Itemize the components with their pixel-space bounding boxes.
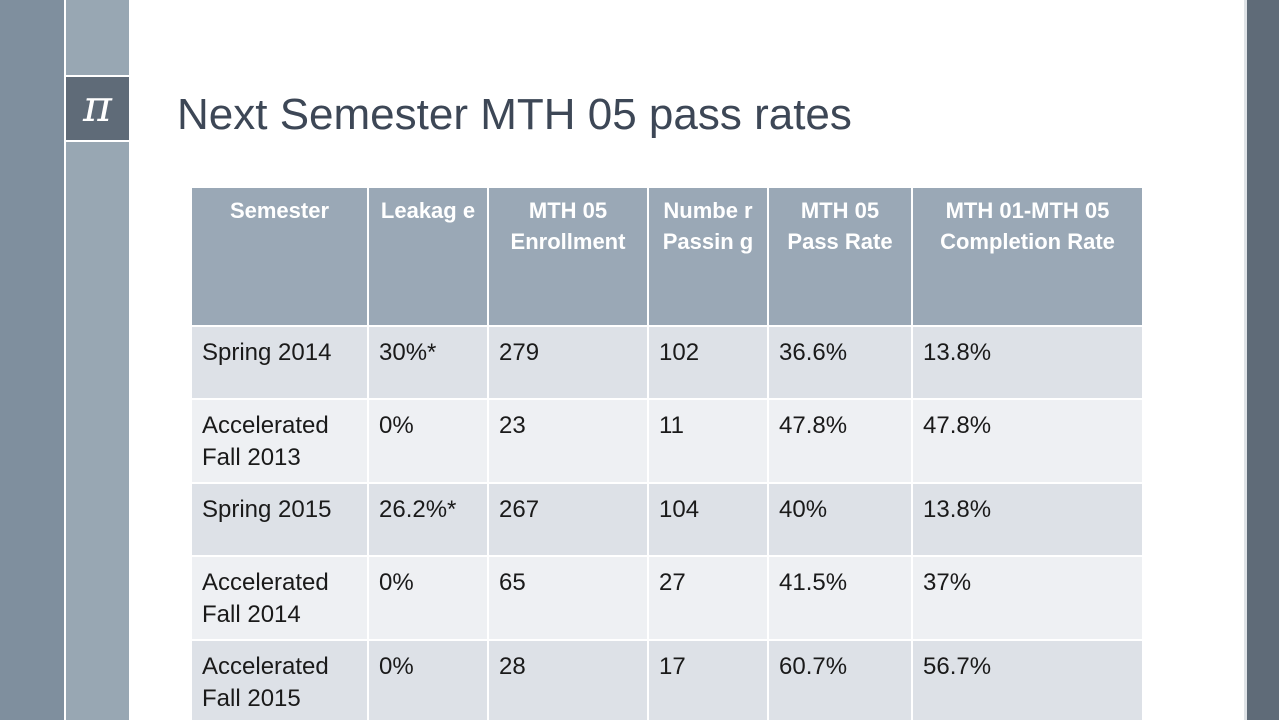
left-divider-line	[64, 0, 66, 720]
cell-leakage: 30%*	[368, 326, 489, 400]
cell-pass-rate: 60.7%	[768, 640, 913, 720]
right-divider-line	[1244, 0, 1247, 720]
cell-completion-rate: 13.8%	[912, 483, 1144, 557]
cell-semester: Spring 2015	[192, 483, 369, 557]
pi-icon: π	[64, 75, 131, 142]
cell-enrollment: 267	[488, 483, 649, 557]
header-number-passing: Numbe r Passin g	[648, 188, 769, 327]
cell-semester: Accelerated Fall 2015	[192, 640, 369, 720]
cell-number-passing: 17	[648, 640, 769, 720]
cell-pass-rate: 47.8%	[768, 399, 913, 484]
cell-number-passing: 102	[648, 326, 769, 400]
right-decorative-band	[1247, 0, 1279, 720]
header-leakage: Leakag e	[368, 188, 489, 327]
cell-enrollment: 23	[488, 399, 649, 484]
cell-completion-rate: 13.8%	[912, 326, 1144, 400]
header-semester: Semester	[192, 188, 369, 327]
table-row: Accelerated Fall 2015 0% 28 17 60.7% 56.…	[192, 640, 1144, 720]
header-completion-rate: MTH 01-MTH 05 Completion Rate	[912, 188, 1144, 327]
header-pass-rate: MTH 05 Pass Rate	[768, 188, 913, 327]
table-row: Spring 2014 30%* 279 102 36.6% 13.8%	[192, 326, 1144, 400]
cell-number-passing: 104	[648, 483, 769, 557]
pi-glyph: π	[83, 80, 112, 132]
cell-leakage: 0%	[368, 556, 489, 641]
cell-number-passing: 27	[648, 556, 769, 641]
table-row: Accelerated Fall 2014 0% 65 27 41.5% 37%	[192, 556, 1144, 641]
cell-pass-rate: 41.5%	[768, 556, 913, 641]
cell-completion-rate: 56.7%	[912, 640, 1144, 720]
table-row: Spring 2015 26.2%* 267 104 40% 13.8%	[192, 483, 1144, 557]
cell-semester: Spring 2014	[192, 326, 369, 400]
cell-semester: Accelerated Fall 2014	[192, 556, 369, 641]
table-header-row: Semester Leakag e MTH 05 Enrollment Numb…	[192, 188, 1144, 327]
cell-leakage: 0%	[368, 399, 489, 484]
cell-leakage: 26.2%*	[368, 483, 489, 557]
cell-enrollment: 65	[488, 556, 649, 641]
pass-rates-table: Semester Leakag e MTH 05 Enrollment Numb…	[192, 188, 1144, 720]
slide-title: Next Semester MTH 05 pass rates	[177, 90, 852, 139]
cell-completion-rate: 47.8%	[912, 399, 1144, 484]
cell-semester: Accelerated Fall 2013	[192, 399, 369, 484]
cell-enrollment: 28	[488, 640, 649, 720]
header-enrollment: MTH 05 Enrollment	[488, 188, 649, 327]
cell-enrollment: 279	[488, 326, 649, 400]
table-row: Accelerated Fall 2013 0% 23 11 47.8% 47.…	[192, 399, 1144, 484]
cell-pass-rate: 36.6%	[768, 326, 913, 400]
cell-number-passing: 11	[648, 399, 769, 484]
cell-pass-rate: 40%	[768, 483, 913, 557]
cell-completion-rate: 37%	[912, 556, 1144, 641]
cell-leakage: 0%	[368, 640, 489, 720]
